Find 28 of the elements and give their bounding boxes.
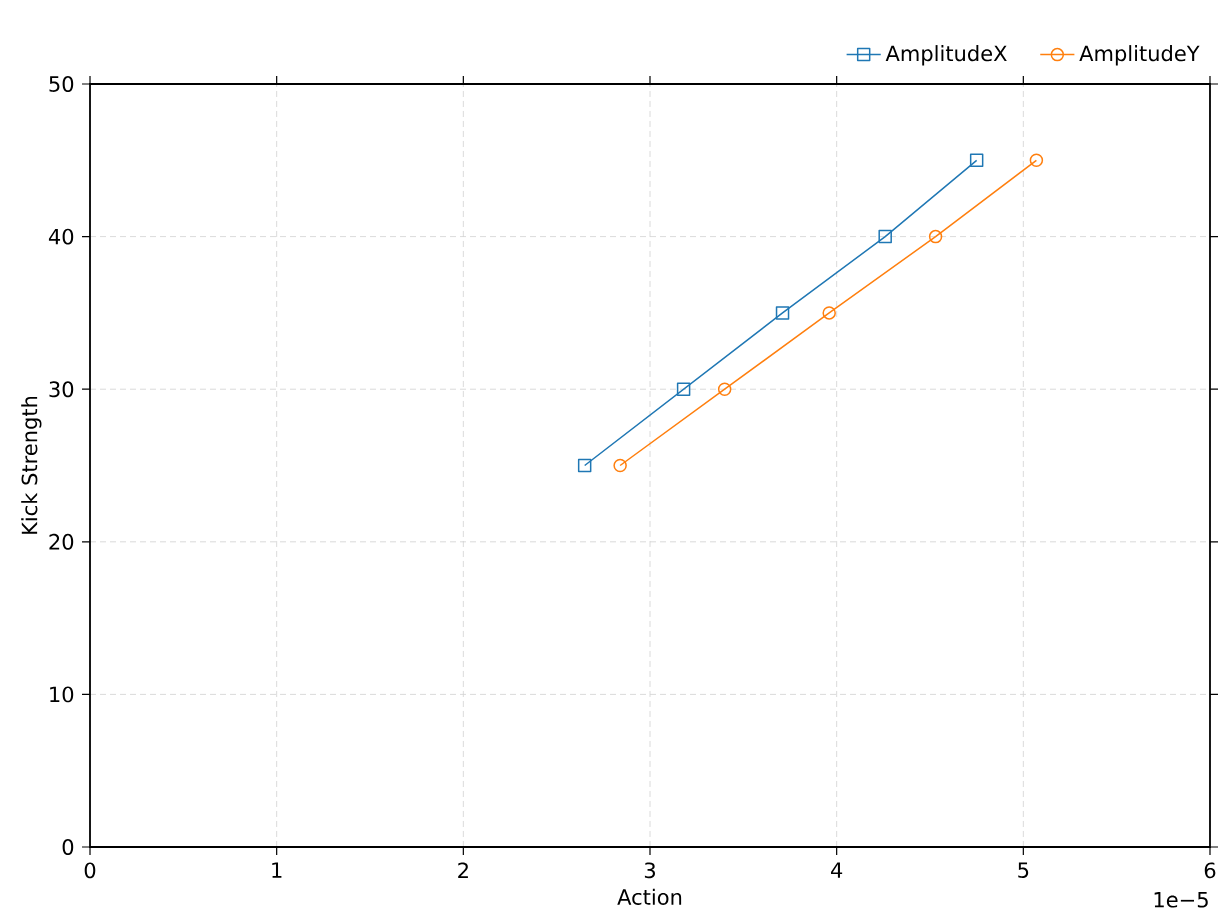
legend-label: AmplitudeX	[885, 45, 1007, 66]
x-tick-label: 4	[831, 862, 843, 878]
point	[613, 458, 627, 473]
x-axis-title: Action	[617, 888, 682, 905]
point	[878, 229, 892, 244]
y-tick-label: 40	[48, 228, 74, 245]
point	[1029, 153, 1044, 168]
x-tick-label: 5	[1018, 862, 1029, 878]
point	[928, 229, 943, 244]
x-tick-label: 6	[1204, 862, 1216, 879]
point	[717, 382, 732, 396]
x-tick-label: 0	[84, 862, 96, 879]
y-tick-label: 10	[50, 686, 74, 703]
y-tick-label: 0	[62, 839, 74, 855]
point	[676, 382, 691, 396]
point	[822, 306, 836, 320]
x-tick-label: 1	[272, 862, 282, 878]
text: 1e−5	[1154, 892, 1208, 908]
y-axis-title: Kick Strength	[21, 396, 42, 534]
point	[577, 458, 592, 473]
y-tick-label: 20	[49, 533, 74, 550]
x-tick-label: 3	[644, 862, 655, 879]
legend-label: AmplitudeY	[1079, 45, 1200, 66]
y-tick-label: 50	[49, 76, 74, 92]
x-tick-label: 2	[458, 862, 468, 878]
point	[969, 153, 984, 168]
point	[775, 306, 790, 320]
y-tick-label: 30	[49, 381, 74, 398]
